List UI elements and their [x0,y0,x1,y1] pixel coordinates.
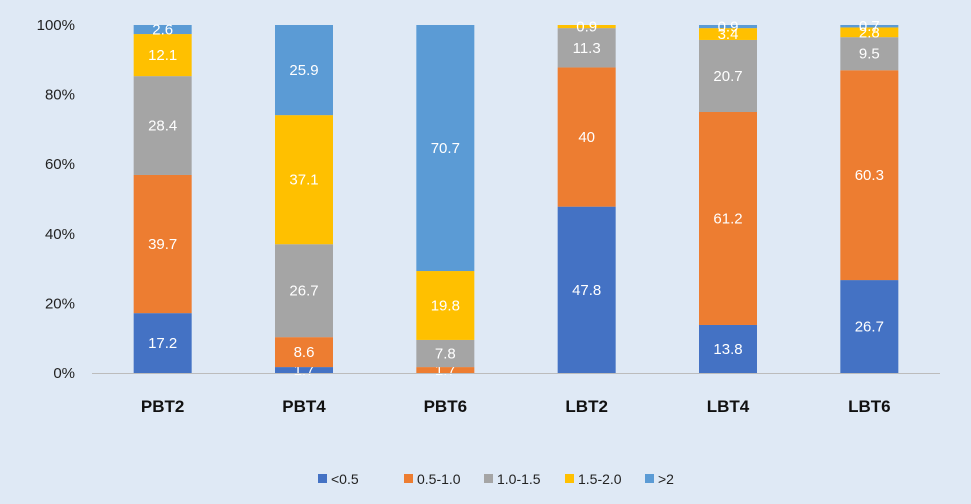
y-axis-labels: 0% 20% 40% 60% 80% 100% [37,17,75,382]
data-label: 0.9 [718,19,739,36]
legend-label: 1.5-2.0 [578,471,622,487]
legend-item: 0.5-1.0 [404,471,461,487]
bar-segment [133,76,192,175]
bar-segment [840,27,899,38]
bar-segment [416,25,475,272]
legend: <0.5 0.5-1.0 1.0-1.5 1.5-2.0 >2 [318,471,674,487]
legend-swatch [565,474,574,483]
legend-swatch [484,474,493,483]
data-label: 8.6 [294,344,315,361]
bar-stack: 26.7 60.3 9.5 2.80.7 [840,18,899,373]
x-tick-label: LBT4 [707,397,750,416]
legend-item: 1.0-1.5 [484,471,541,487]
bar-stack: 47.8 40 11.3 0.9 [557,19,616,373]
bar-stack: 1.77.819.870.7 [416,25,475,379]
x-tick-label: PBT6 [424,397,467,416]
bar-segment [133,34,192,77]
bar-segment [699,324,757,373]
legend-label: >2 [658,471,674,487]
legend-swatch [645,474,654,483]
data-label: 3.4 [718,26,739,43]
x-tick-label: LBT6 [848,397,891,416]
bar-segment [557,25,616,29]
bar-segment [133,313,192,373]
data-label: 61.2 [713,210,742,227]
data-label: 0.7 [859,18,880,35]
bar-segment [840,70,899,281]
bar-segment [275,244,333,338]
bar-segment [699,28,757,40]
bar-segment [699,39,757,112]
data-label: 28.4 [148,118,177,135]
x-tick-label: PBT4 [282,397,326,416]
bar-segment [133,174,192,314]
bar-segment [840,25,899,28]
data-label: 39.7 [148,236,177,253]
bar-segment [840,37,899,71]
bar-segment [275,367,333,373]
bar-segment [699,25,757,29]
y-tick-label: 100% [37,17,75,34]
data-label: 9.5 [859,46,880,63]
data-label: 20.7 [713,68,742,85]
bar-segment [275,337,333,368]
y-tick-label: 0% [53,365,75,382]
legend-swatch [318,474,327,483]
data-label: 0.9 [576,19,597,36]
y-tick-label: 20% [45,295,75,312]
bar-segment [275,25,333,116]
data-label: 70.7 [431,140,460,157]
plot-area: 17.239.728.412.12.61.78.626.737.125.91.7… [133,18,899,379]
data-label: 47.8 [572,282,601,299]
data-label: 26.7 [855,319,884,336]
data-label: 19.8 [431,297,460,314]
data-label: 12.1 [148,47,177,64]
data-label: 17.2 [148,335,177,352]
legend-label: 1.0-1.5 [497,471,541,487]
bar-stack: 17.2 39.7 28.4 12.1 2.6 [133,22,192,373]
legend-item: <0.5 [318,471,359,487]
bar-segment [699,112,757,325]
bar-segment [133,25,192,35]
bar-segment [416,271,475,340]
data-label: 25.9 [289,62,318,79]
x-axis-labels: PBT2 PBT4 PBT6 LBT2 LBT4 LBT6 [141,397,891,416]
data-label: 13.8 [713,341,742,358]
bar-segment [416,339,475,368]
data-label: 2.6 [152,22,173,39]
data-label: 7.8 [435,346,456,363]
bar-segment [557,28,616,68]
bar-stack: 1.78.626.737.125.9 [275,25,333,379]
bar-stack: 13.8 61.2 20.7 3.40.9 [699,19,757,373]
x-tick-label: LBT2 [565,397,608,416]
x-tick-label: PBT2 [141,397,184,416]
legend-label: <0.5 [331,471,359,487]
bar-segment [557,67,616,207]
data-label: 37.1 [289,172,318,189]
data-label: 40 [578,129,595,146]
data-label: 2.8 [859,24,880,41]
data-label: 11.3 [573,40,601,57]
legend-label: 0.5-1.0 [417,471,461,487]
legend-swatch [404,474,413,483]
y-tick-label: 80% [45,87,75,104]
data-label: 26.7 [289,283,318,300]
data-label: 60.3 [855,167,884,184]
bar-segment [416,367,475,373]
legend-item: >2 [645,471,674,487]
legend-item: 1.5-2.0 [565,471,622,487]
bar-segment [557,206,616,373]
bar-segment [840,280,899,373]
y-tick-label: 60% [45,156,75,173]
y-tick-label: 40% [45,226,75,243]
bar-segment [275,115,333,245]
